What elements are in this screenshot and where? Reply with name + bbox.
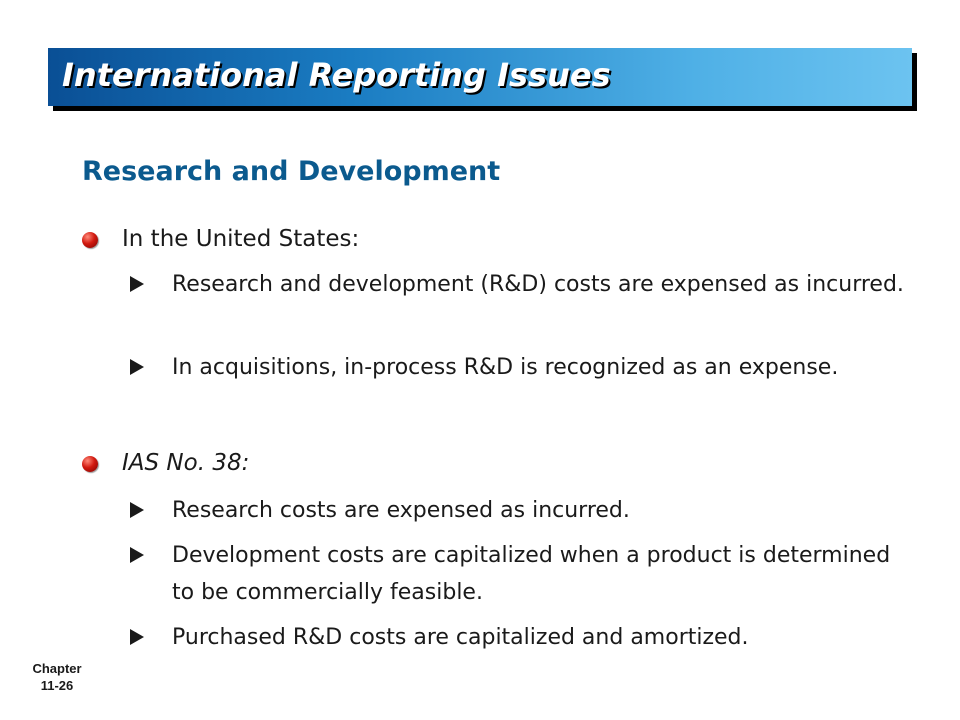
arrow-bullet-icon [130,276,144,292]
arrow-bullet-icon [130,359,144,375]
red-sphere-bullet-icon [82,456,98,472]
list-item: Purchased R&D costs are capitalized and … [172,625,749,650]
list-item: Development costs are capitalized when a… [172,543,891,605]
section-heading-us: In the United States: [122,226,360,252]
arrow-bullet-icon [130,547,144,563]
section-subtitle: Research and Development [82,156,501,187]
list-item: Research costs are expensed as incurred. [172,498,630,523]
chapter-label: Chapter 11-26 [22,660,92,694]
section-heading-ias: IAS No. 38: [122,450,250,476]
title-bar: International Reporting Issues [48,48,912,106]
list-item: Research and development (R&D) costs are… [172,272,904,297]
arrow-bullet-icon [130,629,144,645]
list-item: In acquisitions, in-process R&D is recog… [172,355,839,380]
arrow-bullet-icon [130,502,144,518]
slide-title: International Reporting Issues [62,56,611,94]
page-number: 11-26 [40,678,74,693]
chapter-text: Chapter [32,661,82,676]
red-sphere-bullet-icon [82,232,98,248]
